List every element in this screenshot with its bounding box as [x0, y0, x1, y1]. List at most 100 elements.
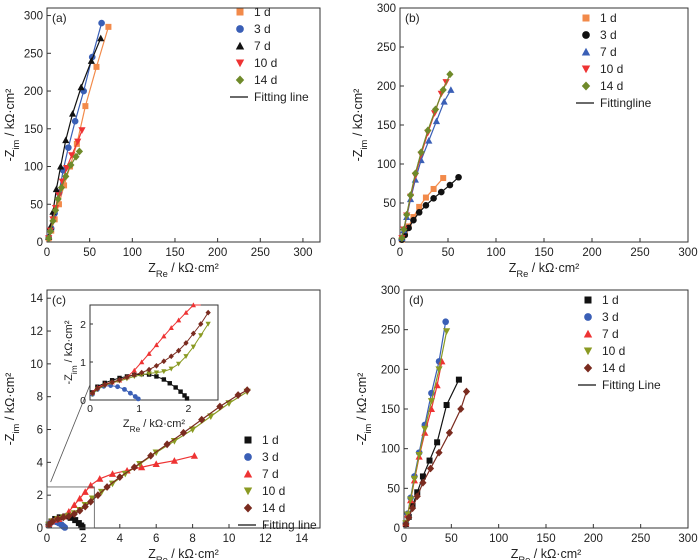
legend-marker: [582, 14, 590, 22]
inset-data-point: [161, 369, 167, 375]
x-tick-label: 300: [293, 247, 312, 259]
x-tick-label: 0: [397, 247, 403, 259]
data-point: [152, 460, 160, 467]
legend-label: 14 d: [254, 73, 277, 87]
x-tick-label: 14: [295, 533, 308, 545]
x-tick-label: 150: [536, 533, 555, 545]
legend-marker: [244, 436, 252, 444]
fit-line-14d: [48, 389, 248, 526]
data-point: [103, 483, 111, 491]
legend-marker: [581, 65, 591, 74]
data-point: [440, 175, 447, 182]
inset-data-point: [153, 370, 160, 376]
legend-label: 3 d: [262, 450, 279, 464]
data-point: [243, 386, 251, 395]
legend-fit-label: Fittingline: [600, 96, 652, 110]
data-point: [421, 429, 429, 436]
x-tick-label: 150: [534, 247, 553, 259]
legend-label: 14 d: [602, 361, 625, 375]
inset-x-axis-label: ZRe / kΩ·cm²: [123, 418, 185, 434]
chart-panel-a: 0 50 100 150 200 250 300 0 50 100 150 200 250 300 (a) Z…: [3, 5, 321, 279]
y-tick-label: 0: [37, 523, 43, 535]
legend-label: 14 d: [600, 79, 623, 93]
legend: 1 d 3 d 7 d 10 d 14 d Fitting line: [238, 433, 317, 532]
legend-marker: [236, 25, 244, 33]
y-tick-label: 50: [383, 198, 396, 210]
inset-data-point: [175, 347, 182, 354]
data-point: [400, 225, 408, 234]
data-point: [435, 366, 443, 373]
legend: 1 d 3 d 7 d 10 d 14 d Fitting line: [230, 5, 309, 104]
data-point: [430, 185, 437, 192]
data-point: [87, 57, 95, 64]
x-tick-label: 250: [630, 247, 649, 259]
panel-label: (d): [409, 293, 424, 307]
data-point: [61, 182, 68, 189]
legend-marker: [583, 347, 593, 356]
legend-marker: [244, 453, 252, 461]
data-point: [116, 473, 124, 482]
y-tick-label: 10: [30, 359, 43, 371]
legend-fit-label: Fitting line: [254, 90, 309, 104]
data-point: [198, 415, 206, 424]
inset-data-point: [205, 321, 211, 327]
data-point: [63, 165, 71, 172]
x-tick-label: 50: [442, 247, 455, 259]
data-point: [422, 194, 429, 201]
data-point: [417, 148, 425, 157]
data-point: [439, 86, 447, 94]
data-point: [414, 489, 421, 496]
legend-marker: [582, 31, 590, 39]
data-point: [130, 463, 138, 472]
data-point: [179, 428, 188, 437]
y-tick-label: 200: [24, 86, 43, 98]
inset-data-point: [153, 342, 160, 348]
inset-y-tick-label: 2: [80, 319, 86, 331]
fit-line-14d: [405, 391, 468, 525]
plot-frame: [46, 289, 321, 529]
legend-label: 10 d: [262, 484, 285, 498]
data-point: [455, 376, 462, 383]
data-point: [54, 515, 62, 523]
x-tick-label: 300: [678, 247, 697, 259]
data-point: [426, 464, 435, 473]
x-tick-label: 100: [486, 247, 505, 259]
legend-label: 1 d: [602, 293, 619, 307]
y-tick-label: 150: [381, 404, 400, 416]
legend-marker: [243, 487, 253, 496]
y-tick-label: 100: [24, 162, 43, 174]
data-point: [419, 473, 426, 480]
inset-data-point: [146, 371, 152, 377]
data-point: [45, 234, 53, 243]
panel-label: (c): [52, 293, 66, 307]
data-point: [65, 144, 72, 151]
x-tick-label: 2: [80, 533, 86, 545]
data-point: [72, 517, 79, 524]
x-tick-label: 250: [251, 247, 270, 259]
data-point: [71, 117, 79, 125]
data-point: [76, 506, 84, 515]
data-point: [406, 191, 415, 200]
x-tick-label: 200: [208, 247, 227, 259]
data-point: [163, 440, 171, 449]
x-axis-label: ZRe / kΩ·cm²: [511, 547, 582, 560]
data-point: [61, 524, 69, 531]
y-tick-label: 50: [387, 483, 400, 495]
inset-data-point: [175, 317, 182, 323]
data-point: [422, 202, 430, 209]
data-point: [447, 86, 455, 93]
inset-data-point: [168, 325, 174, 330]
data-point: [419, 478, 427, 487]
data-point: [411, 169, 419, 178]
inset-data-point: [168, 366, 174, 372]
x-tick-label: 150: [165, 247, 184, 259]
inset-data-point: [102, 381, 108, 388]
inset-data-point: [190, 330, 197, 337]
data-point: [46, 227, 55, 236]
data-point: [82, 103, 89, 110]
x-tick-label: 100: [489, 533, 508, 545]
fit-line-14d: [48, 151, 80, 239]
y-tick-label: 150: [377, 120, 396, 132]
data-point: [76, 494, 84, 502]
